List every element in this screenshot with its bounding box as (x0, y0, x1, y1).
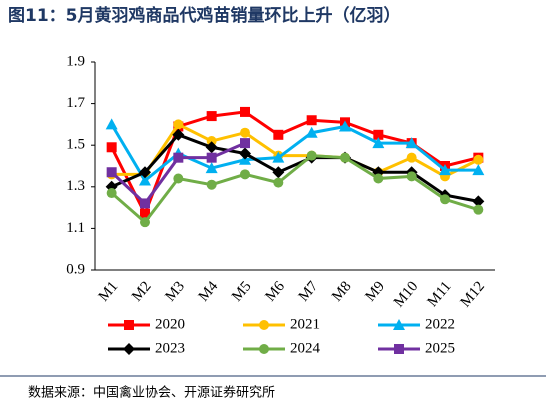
x-tick-label: M1 (96, 278, 122, 304)
legend-label: 2021 (290, 316, 320, 332)
data-point (373, 129, 384, 140)
series-line (111, 122, 480, 179)
data-point (339, 120, 351, 132)
data-point (240, 138, 250, 149)
data-point (340, 152, 350, 163)
data-point (472, 164, 485, 176)
y-tick-label: 1.3 (66, 178, 85, 194)
data-point (173, 119, 184, 130)
x-tick-label: M12 (458, 278, 488, 310)
data-point (240, 169, 250, 180)
data-point (306, 115, 317, 126)
legend-label: 2020 (155, 316, 185, 332)
y-tick-label: 1.9 (66, 53, 85, 69)
data-point (405, 137, 418, 149)
data-point (305, 126, 318, 138)
data-point (205, 162, 218, 174)
x-tick-label: M6 (262, 278, 288, 305)
data-point (140, 217, 150, 228)
data-point (206, 179, 217, 190)
x-tick-label: M3 (162, 278, 188, 304)
x-tick-label: M7 (296, 278, 322, 305)
data-point (205, 141, 218, 154)
data-point (272, 151, 285, 163)
data-point (372, 137, 385, 149)
data-point (406, 152, 417, 163)
data-point (173, 173, 184, 184)
data-point (140, 198, 150, 209)
data-point (273, 129, 284, 140)
x-tick-label: M2 (129, 278, 155, 304)
data-point (106, 167, 117, 178)
legend-label: 2024 (290, 340, 321, 356)
y-tick-label: 1.7 (66, 95, 85, 111)
legend-marker (124, 320, 134, 330)
data-point (139, 174, 151, 186)
y-tick-label: 1.1 (66, 220, 85, 236)
x-tick-label: M4 (196, 278, 222, 305)
data-point (473, 154, 484, 165)
data-point (406, 171, 417, 182)
legend-marker (259, 344, 269, 354)
data-point (105, 118, 118, 130)
data-point (206, 152, 217, 163)
series-line (111, 133, 479, 203)
chart-title: 图11：5月黄羽鸡商品代鸡苗销量环比上升（亿羽） (8, 5, 401, 26)
data-point (306, 150, 317, 161)
legend-label: 2025 (425, 340, 455, 356)
x-tick-label: M8 (329, 278, 355, 304)
data-point (172, 128, 185, 141)
data-point (206, 111, 217, 122)
legend-label: 2023 (155, 340, 185, 356)
legend-marker (393, 319, 405, 330)
data-point (239, 147, 251, 160)
x-tick-label: M9 (362, 278, 388, 304)
data-point (206, 136, 217, 147)
data-point (272, 166, 285, 179)
legend-marker (394, 344, 404, 354)
data-point (140, 208, 150, 219)
legend-marker (259, 320, 269, 330)
source: 数据来源：中国禽业协会、开源证券研究所 (28, 385, 275, 401)
legend-label: 2022 (425, 316, 455, 332)
y-tick-label: 1.5 (66, 137, 85, 153)
x-tick-label: M11 (425, 278, 455, 310)
data-point (273, 177, 284, 188)
data-point (106, 142, 117, 153)
series-line (110, 154, 479, 225)
data-point (173, 152, 184, 163)
data-point (373, 173, 384, 184)
data-point (440, 194, 450, 205)
data-point (240, 106, 250, 117)
y-tick-label: 0.9 (66, 261, 85, 277)
x-tick-label: M10 (391, 278, 421, 310)
data-point (240, 127, 250, 138)
data-point (473, 204, 484, 215)
data-point (139, 166, 151, 179)
data-point (472, 195, 485, 208)
data-point (439, 164, 451, 176)
data-point (106, 188, 117, 199)
x-tick-label: M5 (229, 278, 255, 304)
legend-marker (123, 343, 135, 355)
